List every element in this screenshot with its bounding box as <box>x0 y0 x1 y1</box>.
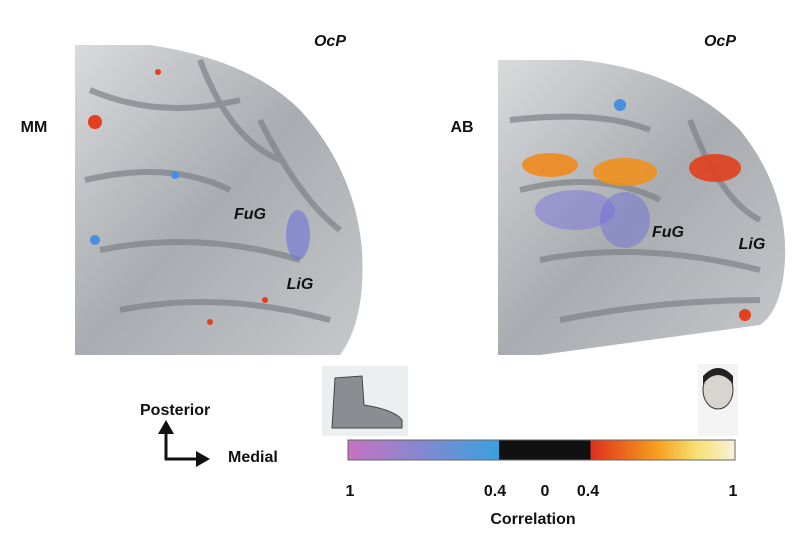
region-label: OcP <box>704 33 736 50</box>
colorbar-tick: 0.4 <box>484 483 506 500</box>
orientation-right: Medial <box>228 449 278 466</box>
colorbar-tick: 0.4 <box>577 483 599 500</box>
colorbar-label: Correlation <box>490 511 575 528</box>
colorbar-tick: 1 <box>346 483 355 500</box>
orientation-arrows <box>158 420 210 467</box>
panel-label: MM <box>21 119 48 136</box>
orientation-up: Posterior <box>140 402 210 419</box>
colorbar-tick: 1 <box>729 483 738 500</box>
area-label: LiG <box>287 276 314 293</box>
region-label: OcP <box>314 33 346 50</box>
brain-mm <box>75 45 363 355</box>
colorbar <box>347 439 736 461</box>
panel-label: AB <box>450 119 473 136</box>
brain-ab <box>498 60 786 355</box>
face-icon <box>698 364 738 436</box>
colorbar-tick: 0 <box>541 483 550 500</box>
boot-icon <box>322 366 408 436</box>
area-label: FuG <box>652 224 684 241</box>
area-label: FuG <box>234 206 266 223</box>
area-label: LiG <box>739 236 766 253</box>
